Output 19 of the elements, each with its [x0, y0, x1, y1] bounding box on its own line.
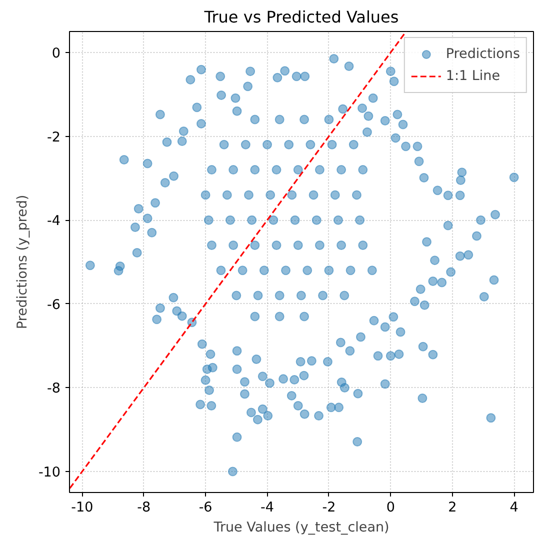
x-axis-title: True Values (y_test_clean)	[212, 520, 390, 536]
x-tick-label: -4	[260, 500, 274, 516]
x-tick-label: -10	[71, 500, 94, 516]
y-tick-label: -6	[47, 296, 61, 313]
x-tick-label: -8	[137, 500, 151, 516]
chart-title: True vs Predicted Values	[203, 8, 399, 26]
y-tick-label: -4	[47, 213, 61, 230]
y-tick-label: -8	[47, 380, 61, 397]
x-tick-label: 0	[386, 500, 395, 516]
legend-label: Predictions	[446, 46, 520, 62]
x-tick-label: -6	[198, 500, 212, 516]
y-tick-label: -2	[47, 129, 61, 146]
x-tick-label: -2	[322, 500, 336, 516]
y-tick-label: -10	[38, 464, 61, 481]
y-tick-label: 0	[52, 45, 61, 62]
y-axis-title: Predictions (y_pred)	[14, 194, 30, 330]
x-tick-label: 4	[510, 500, 518, 516]
x-tick-label: 2	[448, 500, 457, 516]
legend-label: 1:1 Line	[446, 68, 500, 84]
